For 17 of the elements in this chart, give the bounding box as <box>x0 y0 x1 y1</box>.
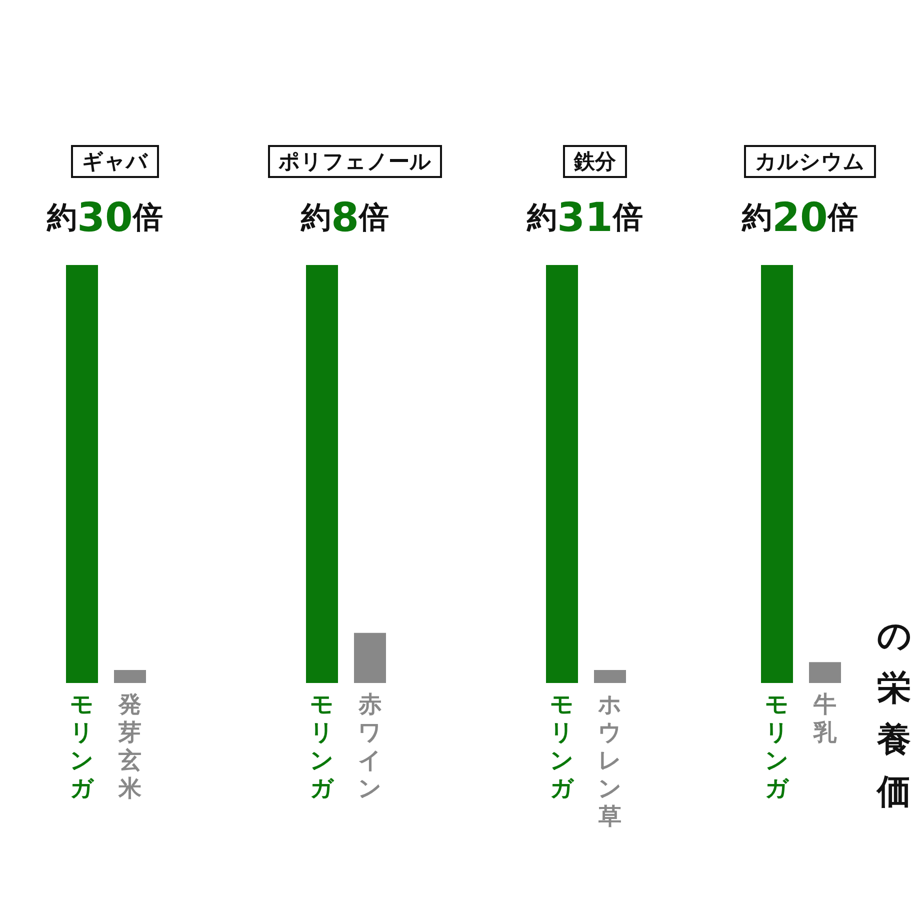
x-tick-label: モリンガ <box>310 692 335 802</box>
chart-title: ポリフェノール <box>278 150 432 174</box>
x-tick-label: ホウレン草 <box>597 692 622 830</box>
chart-title: カルシウム <box>755 150 865 174</box>
chart-title: ギャバ <box>82 150 149 174</box>
text: 約8倍 <box>300 195 389 241</box>
text: 約30倍 <box>46 195 163 241</box>
text: の栄養価 <box>876 616 912 812</box>
x-tick-label: 赤ワイン <box>358 692 382 802</box>
x-tick-label: 発芽玄米 <box>118 692 142 802</box>
x-tick-label: 牛乳 <box>812 692 838 746</box>
text: 約31倍 <box>526 195 643 241</box>
x-tick-label: モリンガ <box>70 692 95 802</box>
text: 約20倍 <box>741 195 858 241</box>
chart-title: 鉄分 <box>573 150 617 174</box>
x-tick-label: モリンガ <box>765 692 790 802</box>
x-tick-label: モリンガ <box>550 692 575 802</box>
